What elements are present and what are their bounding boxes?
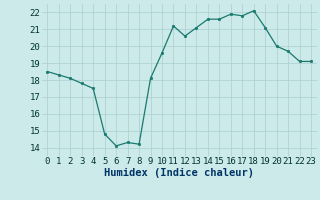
X-axis label: Humidex (Indice chaleur): Humidex (Indice chaleur) [104, 168, 254, 178]
